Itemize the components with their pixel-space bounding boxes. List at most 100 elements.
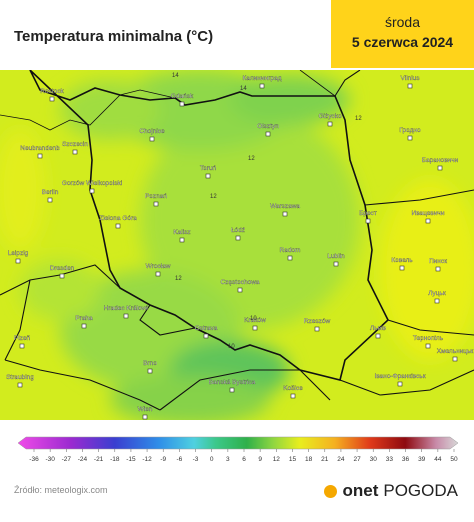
- city-marker: [452, 356, 458, 362]
- legend-tick-label: 15: [289, 456, 297, 463]
- city-label: Тернопіль: [413, 334, 444, 342]
- city-marker: [115, 223, 121, 229]
- city-label: Częstochowa: [220, 279, 259, 286]
- city-marker: [365, 218, 371, 224]
- title: Temperatura minimalna (°C): [14, 28, 214, 45]
- city-marker: [407, 83, 413, 89]
- temperature-field: [0, 70, 474, 420]
- brand: onet: [342, 481, 379, 500]
- city-marker: [72, 149, 78, 155]
- city-label: Straubing: [6, 374, 34, 381]
- legend-tick-label: 24: [337, 456, 345, 463]
- legend-tick-label: 21: [321, 456, 329, 463]
- city-marker: [425, 343, 431, 349]
- city-marker: [235, 235, 241, 241]
- city-marker: [333, 261, 339, 267]
- city-marker: [17, 382, 23, 388]
- city-marker: [59, 273, 65, 279]
- contour-label: 14: [172, 73, 179, 79]
- city-marker: [205, 173, 211, 179]
- city-label: Rzeszów: [304, 318, 331, 325]
- legend-tick-label: -18: [110, 456, 120, 463]
- city-marker: [287, 255, 293, 261]
- city-marker: [314, 326, 320, 332]
- contour-label: 12: [248, 156, 255, 162]
- legend-tick-label: -6: [176, 456, 182, 463]
- city-marker: [259, 83, 265, 89]
- city-marker: [237, 287, 243, 293]
- city-marker: [282, 211, 288, 217]
- city-label: Wien: [138, 406, 153, 413]
- city-label: Gdańsk: [171, 93, 194, 100]
- legend-tick-label: -36: [29, 456, 39, 463]
- legend-tick-label: 0: [210, 456, 214, 463]
- city-label: Wrocław: [146, 263, 171, 270]
- city-label: Ивацевичи: [411, 210, 444, 217]
- city-label: Łódź: [231, 227, 245, 234]
- legend-tick-label: 12: [273, 456, 281, 463]
- city-label: Warszawa: [270, 203, 300, 210]
- city-marker: [123, 313, 129, 319]
- city-label: Poznań: [145, 193, 167, 200]
- city-label: Брест: [359, 210, 377, 217]
- city-label: Ковель: [391, 257, 413, 264]
- city-marker: [15, 258, 21, 264]
- city-label: Луцьк: [428, 290, 446, 297]
- legend: -36 -30 -27 -24 -21 -18 -15 -12 -9 -6 -3 0 3 6 9 12 15 18…: [17, 436, 459, 463]
- city-label: Івано-Франківськ: [374, 372, 425, 380]
- legend-tick-label: -30: [45, 456, 55, 463]
- city-label: Toruń: [200, 165, 217, 172]
- city-label: Zielona Góra: [99, 215, 137, 222]
- city-marker: [81, 323, 87, 329]
- contour-label: 10: [228, 344, 235, 350]
- city-label: Rostock: [40, 88, 64, 95]
- city-label: Gorzów Wielkopolski: [62, 180, 122, 187]
- contour-label: 12: [355, 116, 362, 122]
- city-label: Brno: [143, 360, 157, 367]
- city-label: Radom: [280, 247, 301, 254]
- city-label: Košice: [283, 385, 303, 392]
- city-label: Plzeň: [14, 335, 31, 342]
- city-label: Chojnice: [139, 128, 165, 135]
- date: 5 czerwca 2024: [351, 34, 454, 50]
- city-label: Dresden: [50, 265, 75, 272]
- legend-tick-label: 50: [450, 456, 458, 463]
- city-label: Пинск: [429, 258, 447, 265]
- day: środa: [384, 14, 421, 30]
- city-marker: [47, 197, 53, 203]
- city-marker: [375, 333, 381, 339]
- city-marker: [179, 237, 185, 243]
- source: Źródło: meteologix.com: [14, 485, 108, 495]
- city-label: Kraków: [244, 317, 266, 324]
- legend-tick-label: -21: [94, 456, 104, 463]
- city-label: Львів: [370, 324, 387, 332]
- city-label: Калининград: [242, 75, 281, 82]
- legend-tick-label: -15: [126, 456, 136, 463]
- city-marker: [179, 101, 185, 107]
- city-marker: [203, 333, 209, 339]
- product: POGODA: [383, 481, 458, 500]
- city-marker: [407, 135, 413, 141]
- city-label: Banská Bystrica: [209, 379, 256, 386]
- date-badge: środa 5 czerwca 2024: [331, 0, 474, 68]
- contour-label: 12: [175, 276, 182, 282]
- color-bar: [17, 436, 459, 450]
- city-marker: [19, 343, 25, 349]
- city-label: Барановичи: [422, 157, 459, 164]
- city-label: Olsztyn: [257, 123, 279, 130]
- city-label: Giżycko: [318, 113, 342, 120]
- city-marker: [89, 188, 95, 194]
- legend-tick-label: 36: [402, 456, 410, 463]
- city-label: Szczecin: [62, 141, 88, 148]
- city-marker: [252, 325, 258, 331]
- city-marker: [434, 298, 440, 304]
- legend-tick-label: 3: [226, 456, 230, 463]
- city-marker: [397, 381, 403, 387]
- city-label: Vilnius: [400, 75, 420, 82]
- city-marker: [327, 121, 333, 127]
- legend-tick-label: 27: [353, 456, 361, 463]
- legend-tick-label: 9: [258, 456, 262, 463]
- coastline: [0, 70, 336, 131]
- contour-label: 14: [240, 86, 247, 92]
